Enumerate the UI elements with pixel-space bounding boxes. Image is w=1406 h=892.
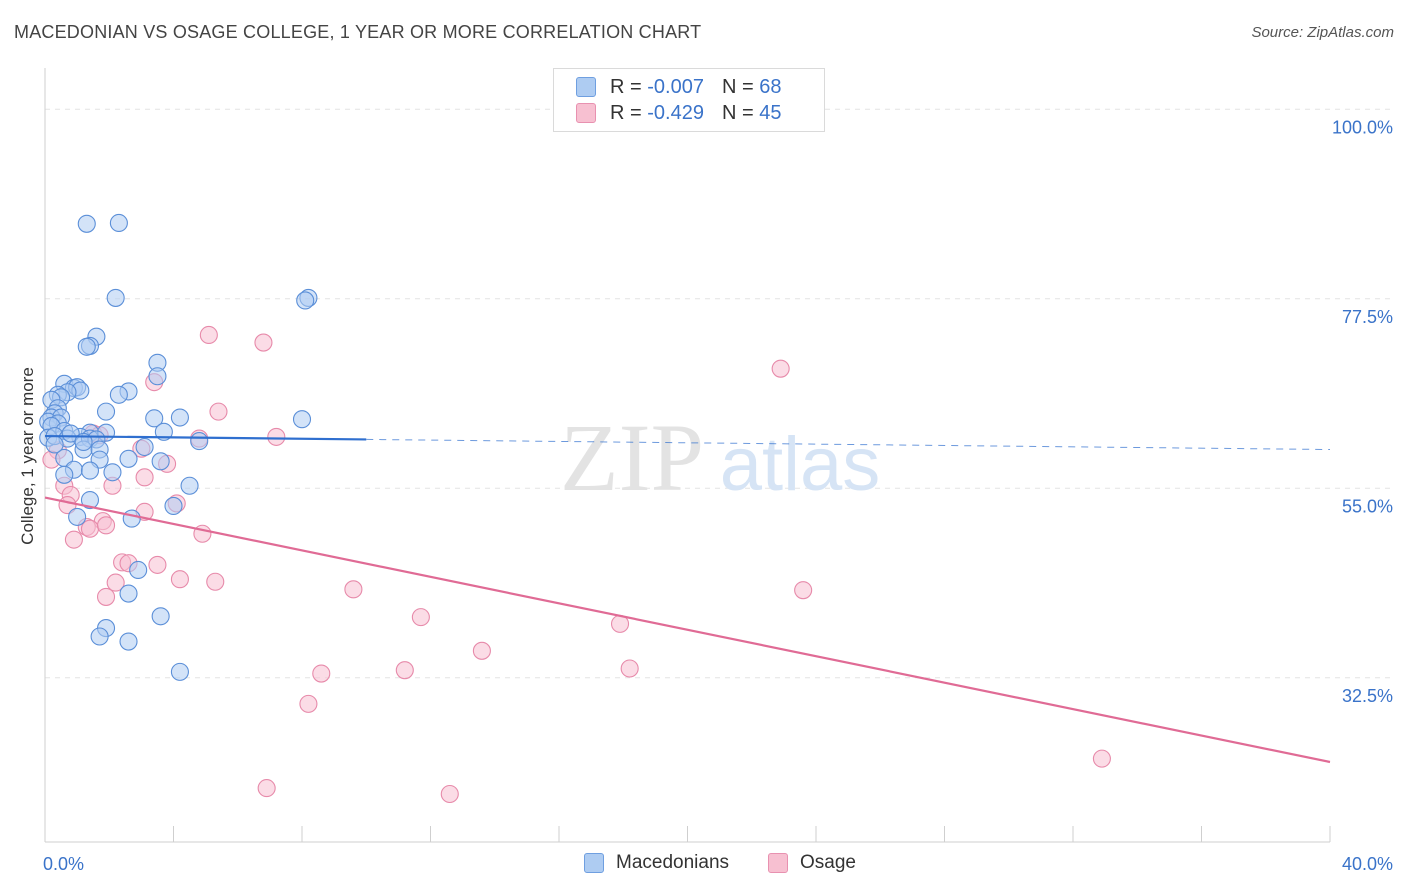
osage-point [96,587,116,606]
watermark-atlas: atlas [720,422,881,507]
macedonians-trend-extension [366,438,1331,451]
osage-point [64,530,83,549]
macedonians-point [151,452,170,471]
x-tick-label: 40.0% [1342,854,1393,874]
watermark: ZIP atlas [560,404,880,511]
macedonians-point [180,476,199,495]
macedonians-point [109,385,128,404]
x-tick-label: 0.0% [43,854,84,874]
macedonians-point [129,560,148,580]
y-tick-label: 100.0% [1332,117,1393,137]
osage-point [620,659,639,678]
osage-point [472,641,491,660]
osage-point [1092,749,1111,768]
legend-item-macedonians[interactable]: Macedonians [584,852,729,874]
macedonians-point [119,584,138,603]
stats-legend: R = -0.007 N = 68 R = -0.429 N = 45 [553,68,825,132]
macedonians-point [151,607,170,626]
series-macedonians [39,213,318,681]
macedonians-point [122,509,141,528]
y-axis-label: College, 1 year or more [18,367,37,545]
legend-row-osage: R = -0.429 N = 45 [576,100,781,126]
osage-point [411,608,430,627]
legend-r-value: -0.429 [647,101,704,124]
macedonians-point [80,461,100,480]
osage-point [106,573,125,592]
macedonians-point [61,424,80,443]
legend-r-label: R = [610,75,642,98]
osage-point [794,581,813,600]
macedonians-point [170,408,189,427]
legend-label-osage: Osage [800,852,856,873]
y-tick-label: 32.5% [1342,686,1393,706]
osage-point [148,555,167,574]
gridlines [45,108,1392,679]
macedonians-point [119,632,138,651]
osage-trend-line [44,496,1331,764]
macedonians-trend-line [44,434,367,441]
osage-point [299,694,318,713]
legend-n-label: N = [721,75,754,98]
macedonians-point [74,432,93,451]
legend-r-label: R = [610,101,642,124]
legend-swatch-blue [576,77,596,97]
osage-point [206,572,225,591]
trend-lines [44,434,1331,764]
legend-r-value: -0.007 [647,75,704,98]
macedonians-point [190,432,209,451]
macedonians-point [45,435,64,454]
osage-point [257,779,276,798]
osage-point [96,516,116,535]
macedonians-point [296,291,315,310]
macedonians-point [68,507,87,526]
legend-label-macedonians: Macedonians [616,852,730,873]
osage-point [209,402,228,421]
macedonians-point [170,662,189,681]
macedonians-point [135,437,154,457]
osage-point [440,784,459,804]
macedonians-point [77,214,96,233]
osage-point [170,570,189,589]
macedonians-point [148,367,167,386]
macedonians-point [109,213,128,233]
osage-point [771,359,790,378]
source-label: Source: ZipAtlas.com [1251,24,1394,41]
macedonians-point [106,288,125,307]
macedonians-point [103,463,122,482]
osage-point [267,427,286,446]
osage-point [395,661,414,680]
osage-point [199,325,218,345]
watermark-zip: ZIP [560,404,704,511]
macedonians-point [119,449,138,468]
macedonians-point [145,409,164,428]
legend-n-value: 45 [759,101,782,124]
macedonians-point [80,491,100,510]
legend-swatch-pink [768,853,788,873]
osage-point [312,664,331,683]
legend-item-osage[interactable]: Osage [768,852,856,874]
macedonians-point [55,465,74,484]
tick-labels: 100.0% 77.5% 55.0% 32.5% 0.0% 40.0% [43,117,1393,874]
osage-point [344,580,363,599]
macedonians-point [96,402,116,421]
legend-swatch-blue [584,853,604,873]
series-osage [42,325,1111,804]
y-tick-label: 77.5% [1342,307,1393,327]
macedonians-point [292,410,312,429]
legend-swatch-pink [576,103,596,123]
macedonians-point [154,422,173,441]
macedonians-point [77,337,96,356]
osage-point [135,468,154,487]
osage-point [254,333,273,352]
chart-title: MACEDONIAN VS OSAGE COLLEGE, 1 YEAR OR M… [14,22,702,42]
macedonians-point [164,496,183,516]
y-tick-label: 55.0% [1342,496,1393,516]
legend-n-value: 68 [759,75,782,98]
legend-row-macedonians: R = -0.007 N = 68 [576,74,781,100]
legend-n-label: N = [721,101,754,124]
series-legend: Macedonians Osage [0,850,1406,880]
macedonians-point [90,627,109,646]
